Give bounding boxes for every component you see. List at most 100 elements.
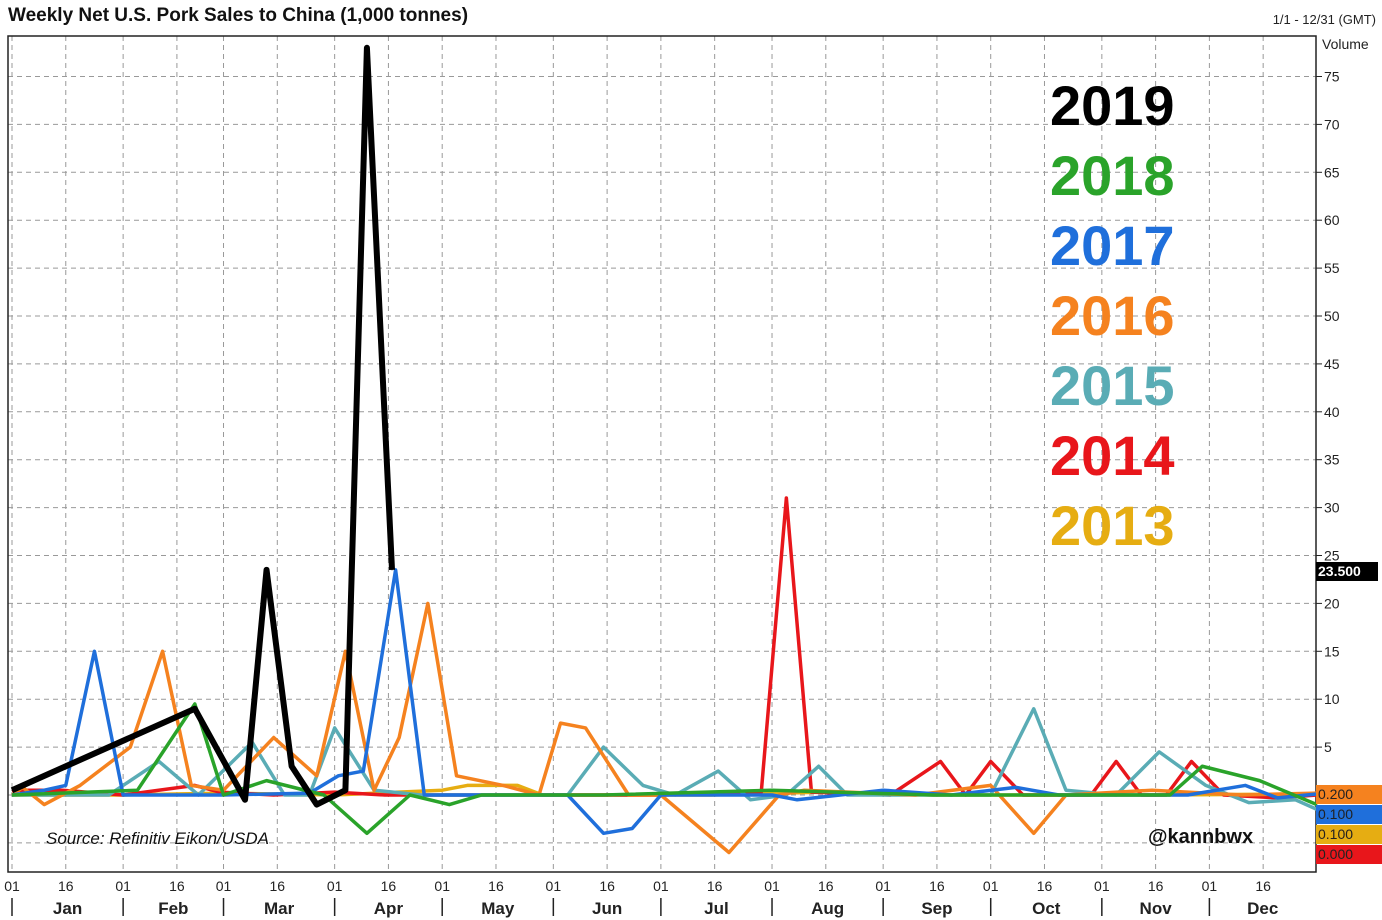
month-label: Oct (1032, 899, 1061, 918)
date-range: 1/1 - 12/31 (GMT) (1272, 12, 1376, 27)
y-tick-label: 55 (1324, 260, 1340, 276)
data-point (1190, 760, 1192, 762)
data-point (316, 775, 318, 777)
y-tick-label: 30 (1324, 500, 1340, 516)
x-tick-label: 16 (488, 878, 504, 894)
data-point (334, 727, 336, 729)
data-point (93, 650, 95, 652)
data-point (316, 804, 318, 806)
x-tick-label: 16 (1037, 878, 1053, 894)
x-tick-label: 01 (327, 878, 343, 894)
data-point (344, 789, 346, 791)
data-point (882, 789, 884, 791)
data-point (728, 851, 730, 853)
legend-entry-2016: 2016 (1050, 284, 1175, 347)
data-point (990, 760, 992, 762)
data-point (1248, 802, 1250, 804)
data-point (785, 497, 787, 499)
data-point (441, 789, 443, 791)
x-tick-label: 01 (1202, 878, 1218, 894)
data-point (266, 569, 268, 571)
data-point (603, 794, 605, 796)
x-tick-label: 16 (381, 878, 397, 894)
data-point (162, 650, 164, 652)
y-tick-label: 35 (1324, 452, 1340, 468)
data-point (43, 804, 45, 806)
y-tick-label: 15 (1324, 643, 1340, 659)
data-point (43, 789, 45, 791)
data-point (323, 794, 325, 796)
last-value-box: 0.000 (1316, 845, 1382, 864)
last-value-box: 0.200 (1316, 785, 1382, 804)
x-tick-label: 01 (546, 878, 562, 894)
data-point (366, 47, 368, 49)
y-tick-label: 75 (1324, 69, 1340, 85)
x-tick-label: 16 (599, 878, 615, 894)
legend-entry-2014: 2014 (1050, 424, 1175, 487)
legend-entry-2015: 2015 (1050, 354, 1175, 417)
data-point (423, 794, 425, 796)
data-point (642, 784, 644, 786)
data-point (420, 794, 422, 796)
data-point (1115, 760, 1117, 762)
data-point (1294, 799, 1296, 801)
month-label: Nov (1140, 899, 1173, 918)
data-point (11, 789, 13, 791)
data-point (1158, 751, 1160, 753)
legend-entry-2019: 2019 (1050, 74, 1175, 137)
data-point (750, 799, 752, 801)
legend-entry-2017: 2017 (1050, 214, 1175, 277)
last-value-box: 23.500 (1316, 562, 1378, 581)
data-point (1151, 789, 1153, 791)
data-point (1201, 765, 1203, 767)
x-tick-label: 01 (653, 878, 669, 894)
chart-title: Weekly Net U.S. Pork Sales to China (1,0… (8, 5, 469, 26)
data-point (1015, 786, 1017, 788)
y-tick-label: 45 (1324, 356, 1340, 372)
data-point (61, 789, 63, 791)
x-tick-label: 16 (1148, 878, 1164, 894)
y-tick-label: 70 (1324, 116, 1340, 132)
data-point (839, 794, 841, 796)
data-point (337, 775, 339, 777)
x-tick-label: 01 (216, 878, 232, 894)
x-tick-label: 16 (929, 878, 945, 894)
last-value-box: 0.100 (1316, 805, 1382, 824)
data-point (194, 703, 196, 705)
data-point (391, 569, 393, 571)
plot-frame (7, 35, 1317, 873)
month-label: Apr (374, 899, 404, 918)
y-tick-label: 50 (1324, 308, 1340, 324)
month-label: Mar (264, 899, 295, 918)
data-point (65, 784, 67, 786)
y-tick-label: 60 (1324, 212, 1340, 228)
month-label: Jan (53, 899, 82, 918)
data-point (108, 794, 110, 796)
y-tick-label: 25 (1324, 548, 1340, 564)
x-tick-label: 01 (4, 878, 20, 894)
x-tick-label: 16 (58, 878, 74, 894)
y-axis-label: Volume (1322, 36, 1369, 52)
legend-entry-2013: 2013 (1050, 494, 1175, 557)
data-point (427, 602, 429, 604)
month-label: Jul (704, 899, 729, 918)
x-tick-label: 01 (875, 878, 891, 894)
data-point (384, 794, 386, 796)
month-label: Jun (592, 899, 622, 918)
series-2018 (11, 702, 1318, 836)
data-point (1241, 794, 1243, 796)
data-point (291, 765, 293, 767)
data-point (603, 746, 605, 748)
y-tick-label: 40 (1324, 404, 1340, 420)
x-tick-label: 16 (169, 878, 185, 894)
data-point (818, 765, 820, 767)
data-point (456, 775, 458, 777)
data-point (366, 832, 368, 834)
data-point (409, 794, 411, 796)
x-tick-label: 01 (115, 878, 131, 894)
source-note: Source: Refinitiv Eikon/USDA (46, 829, 269, 848)
data-point (448, 804, 450, 806)
data-point (466, 784, 468, 786)
data-point (395, 569, 397, 571)
data-point (344, 650, 346, 652)
